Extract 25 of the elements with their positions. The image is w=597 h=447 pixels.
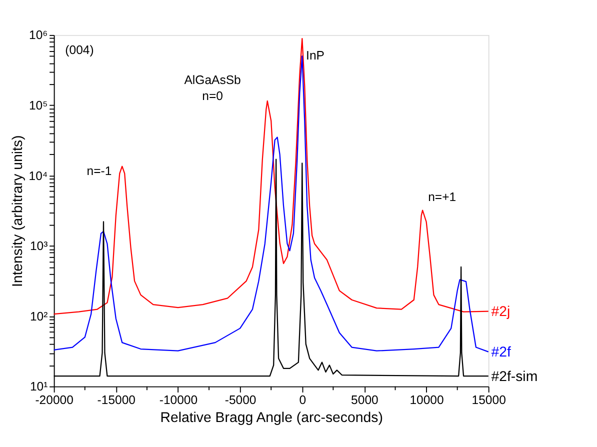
annotation: n=-1 (86, 164, 112, 178)
annotation: (004) (65, 42, 94, 57)
x-tick-label: 0 (299, 392, 306, 407)
series-label: #2f-sim (491, 368, 538, 385)
x-tick-label: 10000 (410, 392, 444, 407)
y-tick-label: 10³ (30, 239, 48, 254)
x-tick-label: -15000 (97, 392, 136, 407)
x-tick-label: 15000 (472, 392, 506, 407)
annotation: n=+1 (428, 190, 456, 204)
series-label: #2f (491, 344, 511, 361)
line-series (53, 38, 489, 315)
x-tick-label: -20000 (35, 392, 74, 407)
y-tick-label: 10² (30, 309, 48, 324)
annotation: AlGaAsSb n=0 (184, 73, 242, 104)
x-axis-title: Relative Bragg Angle (arc-seconds) (160, 410, 383, 426)
y-tick-label: 10¹ (30, 380, 48, 394)
series-label: #2j (491, 304, 510, 320)
x-tick-label: 5000 (351, 392, 379, 407)
y-tick-label: 10⁶ (29, 28, 48, 42)
y-tick-label: 10⁴ (28, 168, 48, 183)
y-axis-title: Intensity (arbitrary units) (10, 135, 26, 288)
y-tick-label: 10⁵ (28, 98, 48, 112)
x-tick-label: -10000 (159, 392, 198, 407)
x-tick-label: -5000 (224, 392, 256, 407)
annotation: InP (306, 48, 324, 63)
